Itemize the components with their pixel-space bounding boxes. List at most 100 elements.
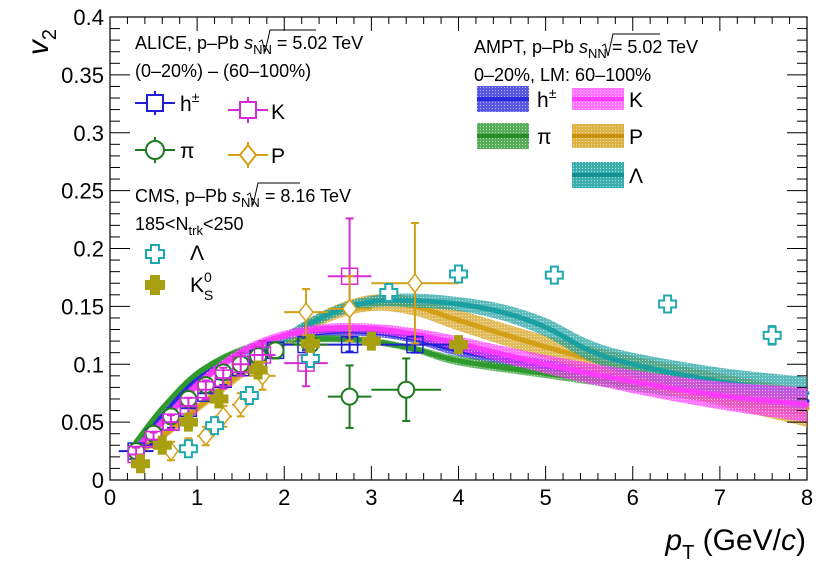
legend-ampt-h: h±	[477, 85, 557, 112]
legend-ampt-P: P	[572, 124, 643, 149]
marker-square	[214, 369, 233, 387]
x-axis-title-c: c	[781, 524, 796, 557]
alice-label: ALICE, p–Pb sNN = 5.02 TeV	[135, 33, 363, 57]
legend-K: K	[228, 97, 285, 124]
band-texture-K	[136, 323, 808, 454]
y-tick-label: 0.3	[73, 121, 104, 146]
y-tick-label: 0.2	[73, 237, 104, 262]
legend-h-sup: ±	[192, 89, 200, 105]
cms-label-s: s	[232, 186, 241, 206]
legend-ampt-h-main: h	[537, 89, 549, 112]
cms-mult-pre: 185<N	[135, 214, 189, 234]
marker-diamond	[406, 273, 423, 294]
point-K0S	[361, 331, 381, 351]
legend-h-main: h	[180, 93, 192, 116]
legend-pi: π	[135, 137, 195, 163]
point-Lambda_cms	[178, 439, 198, 459]
x-axis-title: pT (GeV/c)	[664, 524, 806, 564]
alice-label-pre: ALICE, p–Pb	[135, 33, 244, 53]
legend-ampt-K: K	[572, 88, 643, 112]
y-axis-title: v2	[22, 29, 61, 55]
legend-k0s-main: K	[190, 274, 204, 297]
x-tick-label: 2	[278, 485, 290, 510]
point-Lambda_cms	[239, 386, 259, 406]
y-tick-label: 0.1	[73, 352, 104, 377]
point-pi	[371, 357, 442, 422]
point-Lambda_cms	[544, 265, 564, 285]
svg-text:h±: h±	[180, 89, 200, 116]
marker-cross	[361, 331, 381, 351]
cms-sqrt-sign	[246, 182, 300, 206]
legend-ampt-pi-label: π	[537, 126, 552, 149]
legend-ampt-lambda-label: Λ	[629, 165, 643, 188]
point-P	[284, 288, 328, 337]
marker-cross	[248, 360, 268, 380]
marker-cross	[209, 389, 229, 409]
point-K0S	[209, 389, 229, 409]
point-K0S	[449, 335, 468, 355]
point-Lambda_cms	[205, 416, 225, 436]
y-tick-label: 0	[92, 468, 104, 493]
y-tick-label: 0.35	[61, 63, 104, 88]
point-Lambda_cms	[762, 325, 782, 346]
legend-h: h±	[135, 89, 200, 116]
marker-cross	[152, 435, 172, 455]
x-axis-title-close: )	[796, 524, 806, 557]
cms-label-pre: CMS, p–Pb	[135, 186, 232, 206]
ampt-sqrt-sign	[601, 33, 660, 57]
point-P	[327, 275, 372, 343]
legend-k0s-sub: S	[204, 287, 213, 303]
marker-cross	[178, 439, 198, 459]
point-K0S	[178, 412, 198, 432]
marker-cross	[449, 264, 468, 284]
data-points	[118, 217, 782, 474]
legend-k0s-sup: 0	[204, 269, 212, 285]
plot-frame	[109, 16, 808, 481]
x-axis-title-p: p	[664, 524, 682, 557]
point-K0S	[130, 454, 150, 474]
ampt-centrality: 0–20%, LM: 60–100%	[474, 65, 651, 85]
alice-label-s: s	[244, 33, 253, 53]
alice-sqrt-sign	[258, 29, 316, 53]
x-tick-label: 1	[191, 485, 203, 510]
x-tick-label: 4	[452, 485, 464, 510]
marker-cross	[544, 265, 564, 285]
marker-cross	[205, 416, 225, 436]
marker-circle	[397, 380, 416, 399]
legend-P: P	[228, 142, 285, 168]
legend-cms-lambda: Λ	[145, 242, 204, 265]
legend-ampt-pi: π	[477, 123, 552, 149]
marker-cross	[130, 454, 150, 474]
cms-multiplicity: 185<Ntrk<250	[135, 214, 244, 238]
legend-K-label: K	[271, 101, 285, 124]
x-tick-label: 6	[627, 485, 639, 510]
legend-cms-k0s: K0 S	[145, 269, 213, 303]
cms-mult-sub: trk	[189, 223, 204, 238]
legend-ampt-K-label: K	[629, 89, 643, 112]
cms-label: CMS, p–Pb sNN = 8.16 TeV	[135, 186, 351, 210]
marker-cross	[300, 348, 320, 368]
x-tick-label: 7	[714, 485, 726, 510]
marker-cross	[178, 412, 198, 432]
y-axis-title-sub: 2	[39, 29, 61, 40]
point-pi	[327, 364, 372, 429]
point-K0S	[300, 333, 320, 353]
point-K	[197, 379, 215, 400]
alice-label-post: = 5.02 TeV	[272, 33, 363, 53]
x-tick-label: 8	[801, 485, 813, 510]
marker-cross	[379, 282, 399, 302]
ampt-label-sub: NN	[588, 46, 607, 61]
marker-cross	[762, 325, 782, 345]
point-Lambda_cms	[379, 282, 399, 302]
marker-square	[231, 355, 250, 373]
point-K0S	[248, 360, 268, 380]
y-tick-label: 0.15	[61, 294, 104, 319]
marker-cross	[658, 294, 678, 314]
legend-P-label: P	[271, 145, 285, 168]
cms-label-sub: NN	[241, 195, 260, 210]
point-Lambda_cms	[658, 294, 678, 314]
marker-cross	[300, 333, 320, 353]
ampt-label-s: s	[579, 37, 588, 57]
y-tick-label: 0.25	[61, 179, 104, 204]
